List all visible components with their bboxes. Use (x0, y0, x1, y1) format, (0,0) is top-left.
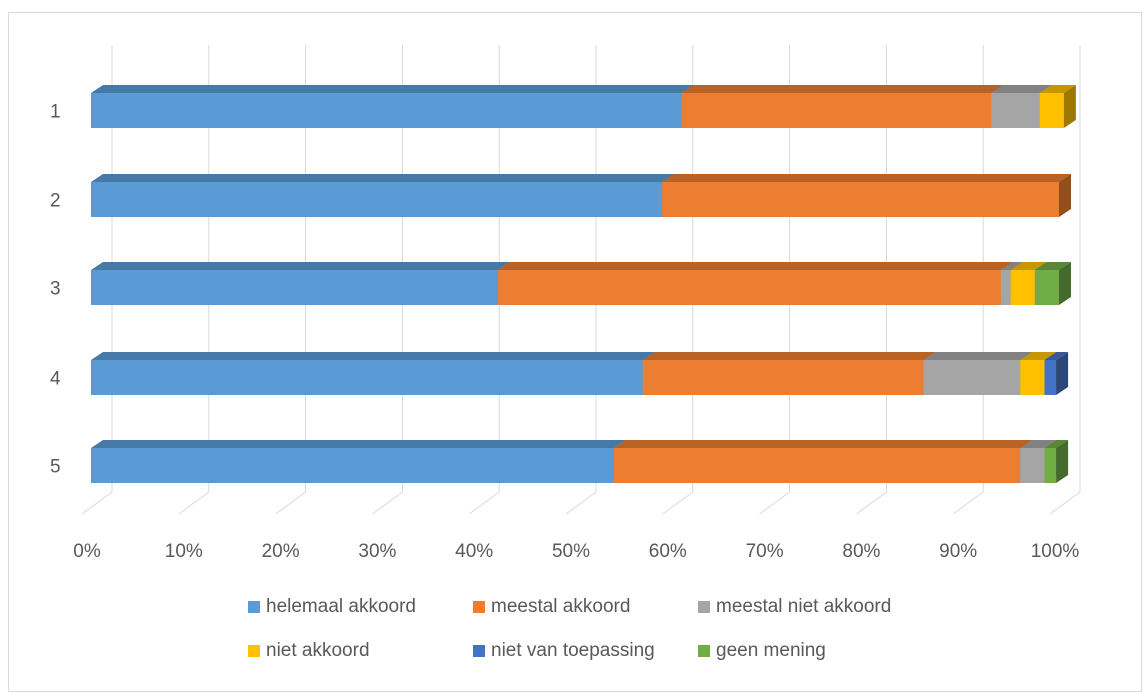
bar-segment (613, 440, 1033, 483)
legend-swatch (698, 645, 710, 657)
bars (91, 85, 1076, 483)
bar-segment (497, 262, 1013, 305)
legend-swatch (248, 645, 260, 657)
bar-segment (91, 440, 626, 483)
x-tick-label: 70% (746, 541, 784, 562)
x-tick-label: 20% (262, 541, 300, 562)
floor-gridline (565, 491, 597, 515)
x-tick-label: 50% (552, 541, 590, 562)
floor-gridline (275, 491, 306, 515)
x-tick-label: 40% (455, 541, 493, 562)
legend-swatch (473, 645, 485, 657)
legend-item: helemaal akkoord (248, 596, 473, 618)
bar-segment (923, 352, 1033, 395)
floor-gridline (662, 491, 694, 515)
x-tick-label: 100% (1031, 541, 1080, 562)
stacked-bar-chart: 1 2 3 4 5 0% 10% 20% 30% 40% 50% 60% 70% 80% 90% 100% (50, 45, 1081, 562)
legend-item: niet van toepassing (473, 640, 698, 662)
legend-row-2: niet akkoord niet van toepassing geen meni… (248, 640, 908, 662)
bar-segment (1044, 352, 1069, 395)
x-tick-labels: 0% 10% 20% 30% 40% 50% 60% 70% 80% 90% 100% (73, 541, 1079, 562)
bar-segment (642, 352, 936, 395)
floor-gridline (1049, 491, 1081, 515)
legend-label: meestal akkoord (491, 596, 631, 617)
bar-segment (91, 352, 655, 395)
x-tick-label: 60% (649, 541, 687, 562)
bar-segment (91, 262, 510, 305)
bar-segment (1034, 262, 1071, 305)
legend-item: niet akkoord (248, 640, 473, 662)
legend-label: niet akkoord (266, 640, 370, 661)
x-tick-label: 30% (358, 541, 396, 562)
floor-gridline (372, 491, 403, 515)
floor-gridline (759, 491, 790, 515)
legend-swatch (698, 601, 710, 613)
floor-gridline (81, 491, 113, 515)
bar-segment (662, 174, 1071, 217)
floor-gridline (178, 491, 210, 515)
bar-segment (1044, 440, 1069, 483)
legend-item: geen mening (698, 640, 908, 662)
legend-item: meestal niet akkoord (698, 596, 908, 618)
category-label: 1 (50, 102, 61, 123)
x-tick-label: 80% (842, 541, 880, 562)
legend-label: geen mening (716, 640, 826, 661)
category-label: 5 (50, 457, 61, 478)
bar-segment (91, 174, 675, 217)
floor-gridline (856, 491, 887, 515)
x-tick-label: 90% (939, 541, 977, 562)
x-tick-label: 0% (73, 541, 101, 562)
bar-segment (91, 85, 694, 128)
legend-swatch (248, 601, 260, 613)
floor-gridline (468, 491, 500, 515)
category-label: 4 (50, 369, 61, 390)
category-label: 2 (50, 191, 61, 212)
x-tick-label: 10% (165, 541, 203, 562)
bar-segment (681, 85, 1004, 128)
legend-label: helemaal akkoord (266, 596, 416, 617)
legend-item: meestal akkoord (473, 596, 698, 618)
bar-segment (1039, 85, 1076, 128)
category-labels: 1 2 3 4 5 (50, 102, 61, 478)
legend-label: meestal niet akkoord (716, 596, 892, 617)
legend-label: niet van toepassing (491, 640, 655, 661)
legend-row-1: helemaal akkoord meestal akkoord meestal n… (248, 596, 908, 618)
category-label: 3 (50, 279, 61, 300)
floor-gridline (952, 491, 984, 515)
legend-swatch (473, 601, 485, 613)
